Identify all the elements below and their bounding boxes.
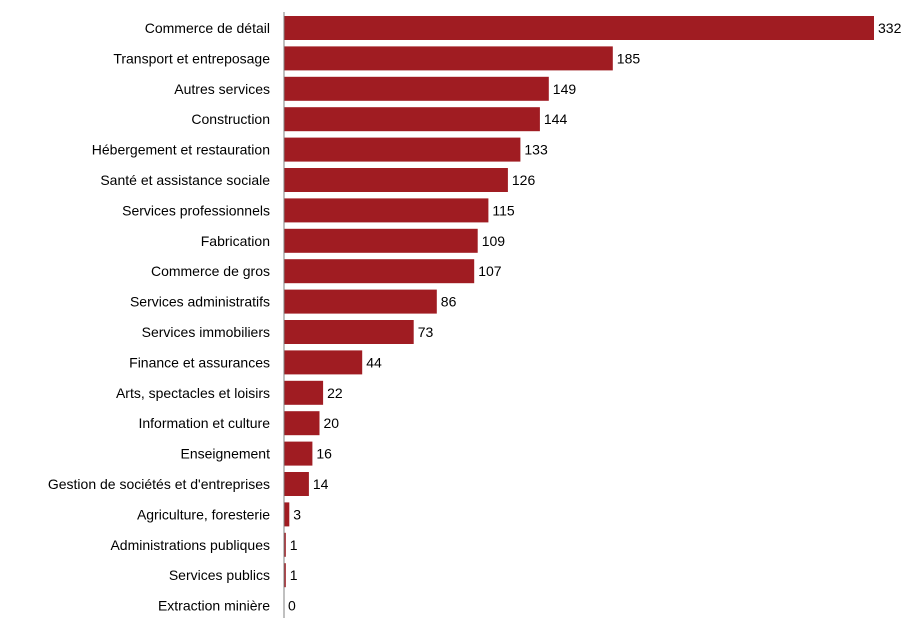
value-label: 22	[327, 385, 343, 401]
bar	[284, 76, 549, 101]
bar	[284, 16, 874, 40]
category-label: Services professionnels	[122, 202, 270, 218]
category-label: Enseignement	[180, 446, 270, 462]
bar	[284, 350, 363, 375]
value-label: 332	[878, 20, 902, 36]
category-label: Finance et assurances	[129, 354, 270, 370]
bar	[284, 107, 540, 132]
category-label: Hébergement et restauration	[92, 142, 270, 158]
category-label: Agriculture, foresterie	[137, 506, 270, 522]
category-label: Information et culture	[138, 415, 270, 431]
bar	[284, 198, 489, 223]
value-label: 107	[478, 263, 502, 279]
category-label: Fabrication	[201, 233, 270, 249]
bar	[284, 502, 290, 527]
value-labels-group: 332 185 149 144 133 126 115 109 107 86 73 44 22 20 16 1…	[288, 20, 902, 614]
bar	[284, 563, 286, 588]
bars-group	[284, 16, 874, 588]
value-label: 1	[290, 567, 298, 583]
bar	[284, 441, 313, 466]
value-label: 16	[316, 446, 332, 462]
bar	[284, 137, 521, 162]
value-label: 115	[492, 202, 515, 218]
value-label: 1	[290, 537, 298, 553]
bar	[284, 259, 475, 284]
value-label: 14	[313, 476, 329, 492]
category-label: Commerce de détail	[145, 20, 270, 36]
category-label: Gestion de sociétés et d'entreprises	[48, 476, 270, 492]
value-label: 144	[544, 111, 568, 127]
category-label: Transport et entreposage	[113, 50, 270, 66]
bar	[284, 472, 309, 496]
category-label: Santé et assistance sociale	[100, 172, 270, 188]
value-label: 185	[617, 50, 641, 66]
category-label: Commerce de gros	[151, 263, 270, 279]
category-label: Extraction minière	[158, 598, 270, 614]
value-label: 3	[293, 506, 301, 522]
value-label: 109	[482, 233, 506, 249]
bar	[284, 289, 437, 314]
value-label: 44	[366, 354, 382, 370]
bar	[284, 380, 324, 405]
value-label: 20	[324, 415, 340, 431]
value-label: 0	[288, 598, 296, 614]
value-label: 149	[553, 81, 577, 97]
bar	[284, 320, 414, 344]
category-label: Services immobiliers	[142, 324, 270, 340]
bar	[284, 411, 320, 436]
value-label: 73	[418, 324, 434, 340]
value-label: 126	[512, 172, 536, 188]
value-label: 133	[524, 142, 548, 158]
value-label: 86	[441, 294, 457, 310]
bar	[284, 168, 508, 192]
category-label: Construction	[191, 111, 270, 127]
category-label: Services administratifs	[130, 294, 270, 310]
category-label: Administrations publiques	[110, 537, 270, 553]
category-label: Autres services	[174, 81, 270, 97]
bar	[284, 46, 613, 71]
category-labels-group: Commerce de détail Transport et entreposa…	[48, 20, 270, 614]
bar	[284, 532, 286, 557]
category-label: Services publics	[169, 567, 270, 583]
bar	[284, 228, 478, 253]
category-label: Arts, spectacles et loisirs	[116, 385, 270, 401]
